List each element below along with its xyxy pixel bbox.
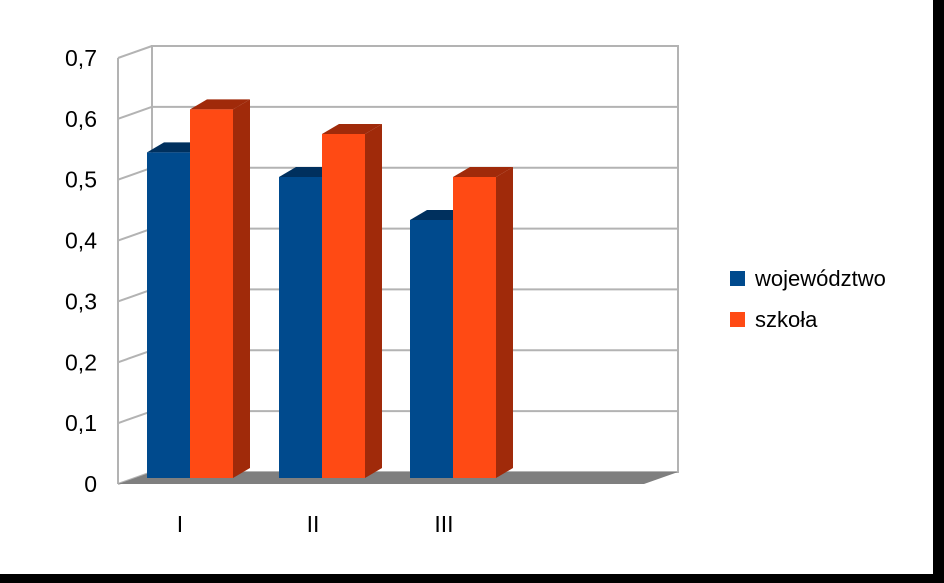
- gridline-side: [117, 227, 153, 242]
- legend-swatch-szkola: [730, 312, 745, 327]
- bar-top: [322, 124, 382, 134]
- bar-side: [496, 167, 513, 478]
- legend-label-szkola: szkoła: [755, 306, 818, 332]
- legend-label-wojewodztwo: województwo: [755, 265, 886, 291]
- bar-side: [365, 124, 382, 478]
- gridline-side: [117, 166, 153, 181]
- bar: [322, 134, 365, 478]
- x-tick-label: I: [177, 511, 183, 537]
- bar-top: [190, 99, 250, 110]
- legend-item-szkola: szkoła: [730, 299, 886, 340]
- bar: [410, 220, 453, 478]
- y-tick-label: 0,5: [65, 167, 97, 193]
- gridline-side: [117, 349, 153, 364]
- bar: [279, 177, 322, 478]
- legend-item-wojewodztwo: województwo: [730, 258, 886, 299]
- x-tick-label: II: [307, 511, 320, 537]
- y-tick-label: 0: [84, 471, 97, 497]
- y-tick-label: 0,3: [65, 288, 97, 314]
- bar-side: [233, 99, 250, 478]
- bar: [147, 152, 190, 478]
- y-tick-label: 0,1: [65, 410, 97, 436]
- bar: [190, 109, 233, 478]
- floor: [118, 472, 678, 484]
- y-tick-label: 0,2: [65, 349, 97, 375]
- legend: województwo szkoła: [730, 258, 886, 340]
- gridline-side: [117, 288, 153, 303]
- y-tick-label: 0,7: [65, 45, 97, 71]
- gridline-side: [117, 105, 153, 120]
- y-tick-label: 0,6: [65, 106, 97, 132]
- chart-frame: 0 0,1 0,2 0,3 0,4 0,5 0,6 0,7 I II III województwo…: [0, 0, 933, 574]
- legend-swatch-wojewodztwo: [730, 271, 745, 286]
- bar: [453, 177, 496, 478]
- gridline-side: [117, 45, 153, 59]
- bar-top: [453, 167, 513, 177]
- bar-chart: 00,10,20,30,40,50,60,7I II III: [65, 45, 679, 537]
- y-tick-label: 0,4: [65, 228, 97, 254]
- gridline-side: [117, 410, 153, 425]
- x-tick-label: III: [434, 511, 453, 537]
